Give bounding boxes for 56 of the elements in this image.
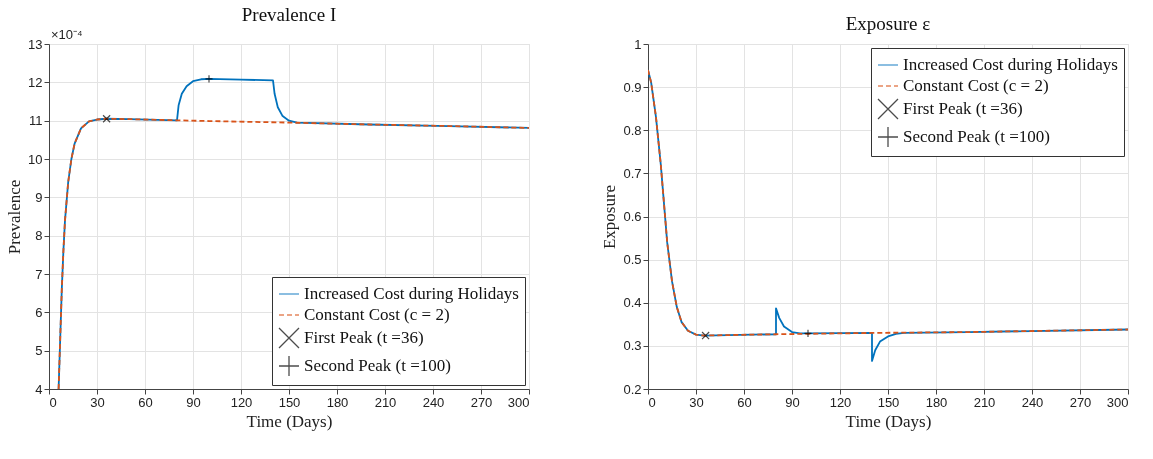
x-tick-label: 60	[138, 394, 153, 410]
x-tick-label: 90	[186, 394, 201, 410]
legend-label: Second Peak (t =100)	[903, 127, 1050, 146]
x-tick-label: 30	[689, 394, 704, 410]
y-tick-label: 0.6	[623, 209, 642, 224]
x-tick-label: 120	[829, 394, 852, 410]
y-tick-label: 1	[634, 36, 642, 52]
legend-label: Second Peak (t =100)	[304, 356, 451, 375]
x-tick-label: 120	[230, 394, 253, 410]
y-tick-label: 13	[28, 36, 43, 52]
x-tick-label: 240	[1021, 394, 1044, 410]
x-tick-label: 90	[785, 394, 800, 410]
chart-title: Exposure ε	[845, 13, 931, 34]
y-tick-label: 0.4	[623, 295, 642, 311]
chart-title: Prevalence I	[241, 4, 337, 25]
legend-label: Increased Cost during Holidays	[903, 55, 1118, 74]
y-tick-label: 6	[35, 304, 43, 320]
x-tick-label: 0	[49, 394, 57, 410]
x-tick-label: 210	[374, 394, 397, 410]
x-tick-label: 180	[925, 394, 948, 410]
y-tick-label: 7	[35, 266, 43, 282]
legend-label: First Peak (t =36)	[903, 99, 1023, 118]
legend-label: Constant Cost (c = 2)	[304, 305, 450, 324]
x-tick-label: 60	[737, 394, 752, 410]
y-tick-label: 4	[35, 381, 43, 397]
x-axis-title: Time (Days)	[845, 411, 932, 431]
legend-label: Increased Cost during Holidays	[304, 284, 519, 303]
x-tick-label: 300	[1106, 394, 1129, 410]
x-tick-label: 270	[1069, 394, 1092, 410]
y-tick-label: 8	[35, 228, 43, 244]
y-tick-label: 10	[28, 151, 43, 167]
y-tick-label: 0.7	[623, 165, 642, 181]
y-tick-label: 0.9	[623, 79, 642, 95]
x-tick-label: 240	[422, 394, 445, 410]
y-tick-label: 9	[35, 189, 43, 205]
x-tick-label: 300	[507, 394, 530, 410]
x-axis-title: Time (Days)	[246, 411, 333, 431]
text: ×10⁻⁴	[51, 27, 83, 42]
x-tick-label: 0	[648, 394, 656, 410]
x-tick-label: 180	[326, 394, 349, 410]
x-tick-label: 270	[470, 394, 493, 410]
x-tick-label: 150	[877, 394, 900, 410]
y-tick-label: 12	[28, 74, 43, 90]
y-tick-label: 11	[29, 113, 43, 129]
y-tick-label: 0.2	[623, 381, 642, 397]
y-tick-label: 5	[35, 343, 43, 359]
x-tick-label: 30	[90, 394, 105, 410]
x-tick-label: 150	[278, 394, 301, 410]
y-axis-title: Exposure	[600, 184, 620, 250]
y-axis-title: Prevalence	[5, 179, 25, 255]
y-tick-label: 0.5	[623, 252, 642, 268]
x-tick-label: 210	[973, 394, 996, 410]
legend-label: First Peak (t =36)	[304, 328, 424, 347]
y-tick-label: 0.8	[623, 122, 642, 138]
y-tick-label: 0.3	[623, 338, 642, 354]
legend-label: Constant Cost (c = 2)	[903, 76, 1049, 95]
